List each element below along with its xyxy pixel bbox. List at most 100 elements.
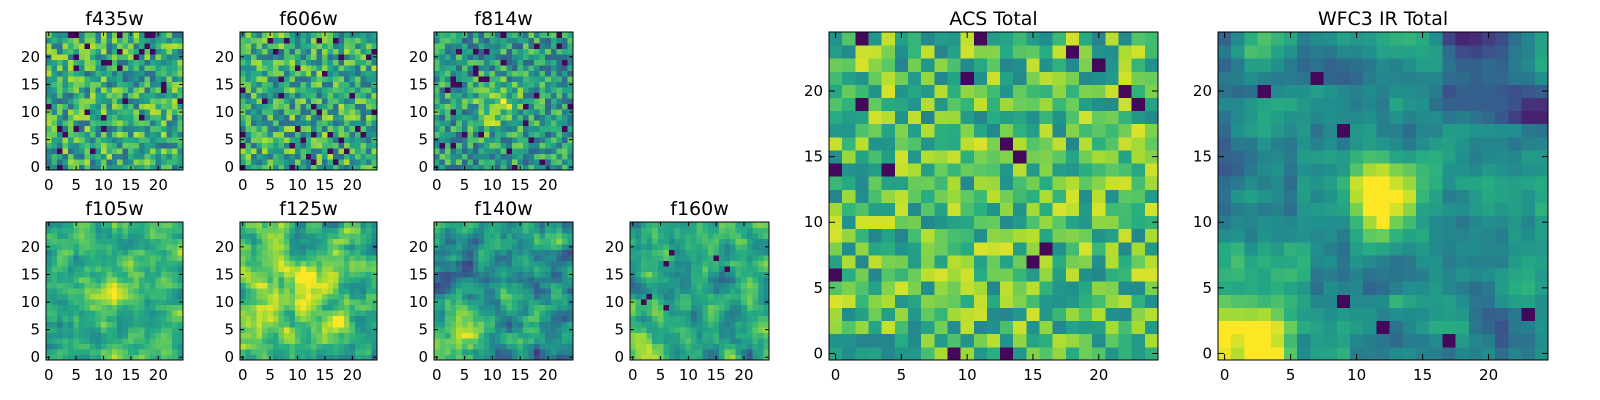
heatmap-cell xyxy=(267,65,274,72)
heatmap-cell xyxy=(100,238,107,245)
heatmap-cell xyxy=(133,131,140,138)
heatmap-cell xyxy=(517,158,524,165)
heatmap-cell xyxy=(294,244,301,250)
heatmap-cell xyxy=(144,277,151,284)
heatmap-cell xyxy=(355,131,361,138)
heatmap-cell xyxy=(506,337,513,344)
heatmap-cell xyxy=(528,103,535,110)
heatmap-cell xyxy=(250,249,257,256)
heatmap-cell xyxy=(522,321,529,328)
x-tick-label: 5 xyxy=(265,366,275,384)
heatmap-cell xyxy=(111,59,118,66)
heatmap-cell xyxy=(355,43,361,49)
heatmap-cell xyxy=(349,326,356,333)
y-tick-label: 5 xyxy=(224,321,234,339)
heatmap-cell xyxy=(467,249,474,256)
heatmap-cell xyxy=(657,304,664,311)
heatmap-cell xyxy=(730,255,737,262)
heatmap-cell xyxy=(657,244,664,250)
heatmap-cell xyxy=(517,321,524,328)
heatmap-cell xyxy=(467,332,474,339)
heatmap-cell xyxy=(630,332,636,339)
heatmap-cell xyxy=(506,136,513,143)
heatmap-cell xyxy=(439,136,446,143)
heatmap-cell xyxy=(450,70,457,77)
heatmap-cell xyxy=(730,260,737,267)
heatmap-cell xyxy=(272,249,279,256)
heatmap-cell xyxy=(344,326,350,333)
heatmap-cell xyxy=(724,332,731,339)
heatmap-cell xyxy=(177,125,184,132)
heatmap-cell xyxy=(128,48,135,55)
heatmap-cell xyxy=(338,293,345,300)
heatmap-cell xyxy=(461,120,468,127)
heatmap-cell xyxy=(155,244,162,250)
heatmap-cell xyxy=(128,120,135,127)
heatmap-cell xyxy=(316,282,323,289)
heatmap-cell xyxy=(278,43,285,49)
heatmap-cell xyxy=(986,241,1001,256)
heatmap-cell xyxy=(267,255,274,262)
heatmap-cell xyxy=(439,54,446,60)
heatmap-cell xyxy=(894,281,909,295)
heatmap-cell xyxy=(517,293,524,300)
heatmap-cell xyxy=(73,233,80,239)
heatmap-cell xyxy=(245,233,252,239)
heatmap-cell xyxy=(947,268,961,282)
heatmap-cell xyxy=(172,76,178,83)
heatmap-cell xyxy=(696,337,703,344)
heatmap-cell xyxy=(907,150,922,164)
heatmap-cell xyxy=(478,321,485,328)
heatmap-cell xyxy=(484,227,490,234)
heatmap-cell xyxy=(84,158,91,165)
heatmap-cell xyxy=(240,293,246,300)
heatmap-cell xyxy=(62,249,69,256)
heatmap-cell xyxy=(250,244,257,250)
heatmap-cell xyxy=(528,92,535,99)
y-tick-label: 15 xyxy=(605,265,624,283)
heatmap-cell xyxy=(472,304,479,311)
heatmap-cell xyxy=(1000,281,1014,295)
heatmap-cell xyxy=(305,32,312,38)
heatmap-cell xyxy=(472,125,479,132)
heatmap-cell xyxy=(240,337,246,344)
heatmap-cell xyxy=(316,131,323,138)
heatmap-cell xyxy=(434,103,440,110)
heatmap-cell xyxy=(456,304,463,311)
heatmap-cell xyxy=(111,70,118,77)
heatmap-cell xyxy=(702,337,709,344)
heatmap-cell xyxy=(327,299,334,306)
heatmap-cell xyxy=(84,48,91,55)
heatmap-cell xyxy=(450,277,457,284)
heatmap-cell xyxy=(278,255,285,262)
heatmap-cell xyxy=(128,227,135,234)
heatmap-cell xyxy=(278,233,285,239)
heatmap-cell xyxy=(245,343,252,350)
heatmap-cell xyxy=(534,164,541,171)
heatmap-cell xyxy=(472,332,479,339)
heatmap-cell xyxy=(240,98,246,105)
heatmap-cell xyxy=(250,70,257,77)
heatmap-cell xyxy=(256,332,263,339)
heatmap-cell xyxy=(250,266,257,273)
heatmap-cell xyxy=(550,343,557,350)
heatmap-cell xyxy=(84,70,91,77)
heatmap-cell xyxy=(289,244,296,250)
heatmap-cell xyxy=(685,277,692,284)
heatmap-cell xyxy=(300,131,307,138)
heatmap-cell xyxy=(484,59,490,66)
heatmap-cell xyxy=(84,147,91,154)
heatmap-cell xyxy=(934,163,948,177)
heatmap-cell xyxy=(78,282,85,289)
heatmap-cell xyxy=(166,120,173,127)
heatmap-cell xyxy=(641,354,648,361)
heatmap-cell xyxy=(522,343,529,350)
heatmap-cell xyxy=(161,54,167,60)
heatmap-cell xyxy=(855,307,869,322)
heatmap-cell xyxy=(56,142,63,149)
heatmap-cell xyxy=(1013,320,1027,335)
heatmap-cell xyxy=(272,153,279,160)
heatmap-cell xyxy=(344,288,350,295)
heatmap-cell xyxy=(84,114,91,121)
heatmap-cell xyxy=(289,114,296,121)
